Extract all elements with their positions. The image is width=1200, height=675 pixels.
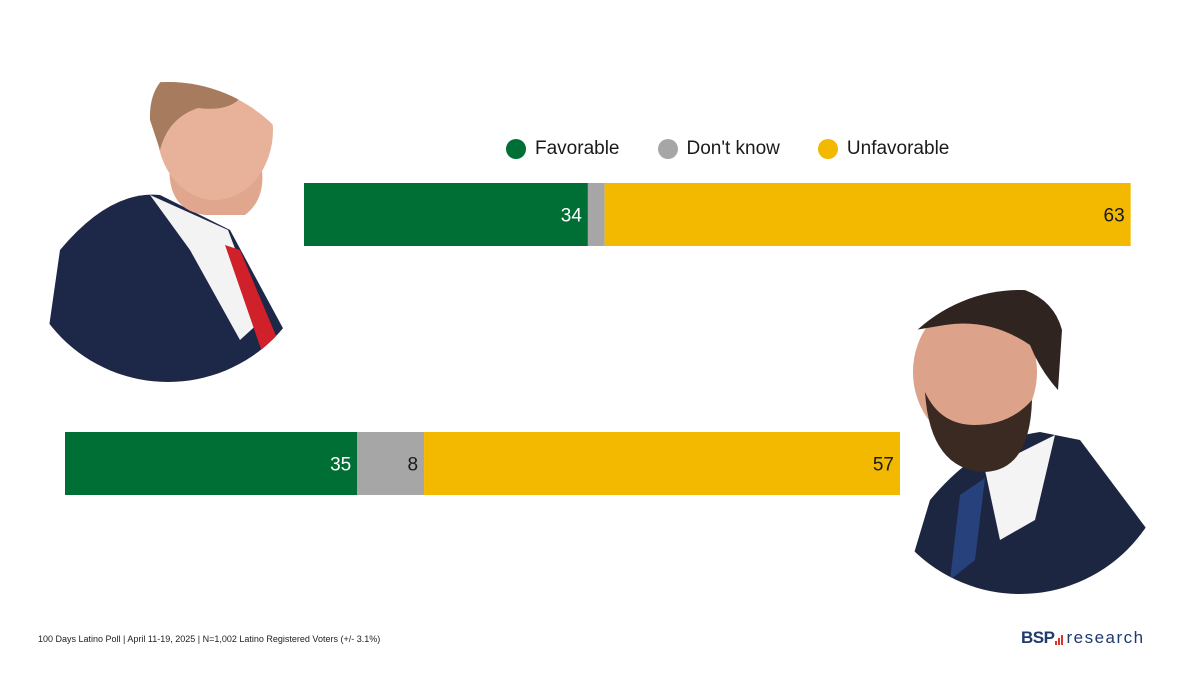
- data-label-trump-favorable: 34: [561, 206, 583, 227]
- portrait-vance: [868, 290, 1172, 594]
- bar-trump-unfavorable: [604, 183, 1131, 246]
- portrait-trump: [18, 82, 310, 382]
- bar-vance-favorable: [65, 432, 358, 495]
- legend-item-unfavorable: Unfavorable: [817, 138, 950, 160]
- legend-item-favorable: Favorable: [506, 138, 620, 160]
- logo-suffix: research: [1066, 628, 1145, 647]
- bar-vance-don-t-know: [357, 432, 425, 495]
- bar-trump-favorable: [304, 183, 588, 246]
- logo-bars-icon: [1055, 635, 1064, 645]
- bar-vance-unfavorable: [424, 432, 900, 495]
- legend-item-dont-know: Don't know: [657, 138, 780, 160]
- legend-label-unfavorable: Unfavorable: [846, 138, 950, 159]
- bar-trump-don-t-know: [587, 183, 605, 246]
- data-label-vance-unfavorable: 57: [873, 455, 894, 476]
- data-label-trump-unfavorable: 63: [1104, 206, 1125, 227]
- legend: Favorable Don't know Unfavorable: [506, 138, 987, 160]
- legend-swatch-dont-know: [657, 139, 678, 159]
- logo-brand: BSP: [1021, 628, 1055, 647]
- footer-source: 100 Days Latino Poll | April 11-19, 2025…: [38, 634, 381, 644]
- legend-label-dont-know: Don't know: [686, 138, 780, 159]
- bsp-research-logo: BSP research: [1021, 628, 1145, 648]
- data-label-vance-don-t-know: 8: [407, 455, 418, 476]
- legend-swatch-unfavorable: [817, 139, 838, 159]
- legend-swatch-favorable: [506, 139, 526, 159]
- legend-label-favorable: Favorable: [535, 138, 620, 159]
- data-label-vance-favorable: 35: [330, 455, 351, 476]
